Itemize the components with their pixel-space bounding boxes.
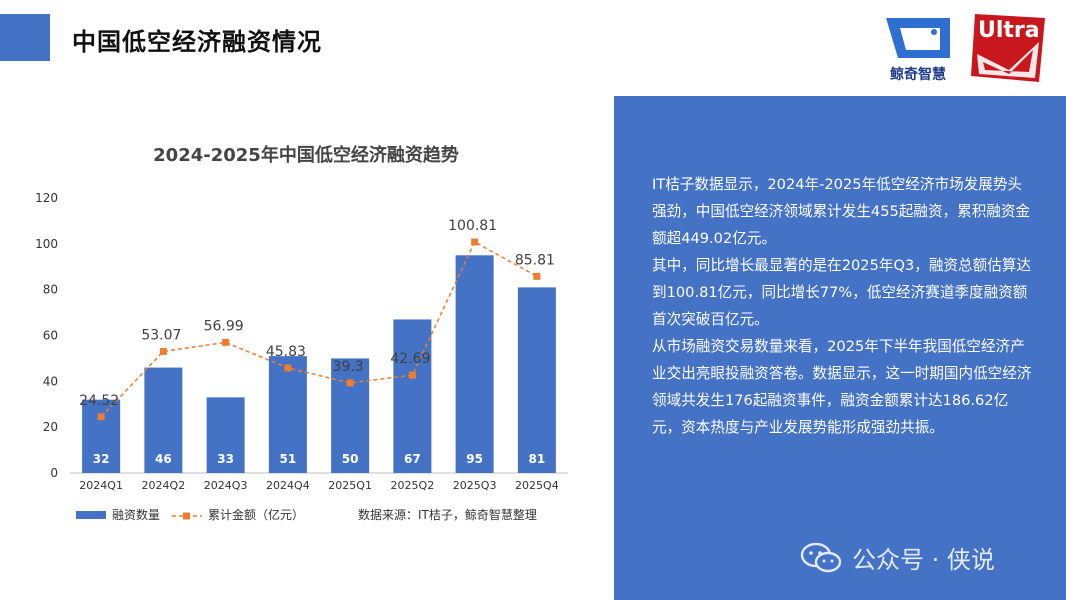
source-note: 数据来源：IT桔子，鲸奇智慧整理: [358, 507, 537, 522]
bar-value-label: 67: [404, 452, 421, 466]
bar: [331, 358, 370, 473]
amount-point: [471, 238, 479, 246]
legend-bar-swatch: [76, 511, 106, 519]
amount-value-label: 24.52: [79, 393, 119, 409]
amount-point: [222, 338, 230, 346]
legend-line-marker: [183, 512, 190, 520]
y-tick-label: 0: [50, 466, 58, 480]
x-tick-label: 2024Q2: [142, 479, 186, 492]
summary-paragraph: IT桔子数据显示，2024年-2025年低空经济市场发展势头强劲，中国低空经济领…: [652, 176, 1031, 247]
amount-point: [408, 371, 416, 379]
amount-value-label: 56.99: [204, 318, 244, 334]
amount-value-label: 100.81: [448, 218, 497, 234]
bar: [206, 397, 245, 473]
wechat-icon: [800, 542, 842, 572]
bar-value-label: 51: [280, 452, 297, 466]
bar: [455, 255, 494, 473]
amount-value-label: 39.3: [333, 359, 364, 375]
summary-panel: [614, 96, 1066, 600]
bar-value-label: 81: [529, 452, 546, 466]
ultra-logo-icon: [971, 14, 1045, 82]
summary-paragraph: 其中，同比增长最显著的是在2025年Q3，融资总额估算达到100.81亿元，同比…: [652, 257, 1031, 328]
amount-point: [284, 364, 292, 372]
y-tick-label: 80: [43, 283, 58, 297]
amount-value-label: 42.69: [390, 351, 430, 367]
amount-value-label: 53.07: [141, 327, 181, 343]
amount-point: [159, 347, 167, 355]
legend-bar-label: 融资数量: [112, 507, 160, 522]
amount-point: [533, 272, 541, 280]
amount-point: [346, 379, 354, 387]
amount-series-line: [100, 240, 538, 418]
bar: [144, 367, 183, 473]
bar-value-label: 32: [93, 452, 110, 466]
bar: [517, 287, 556, 473]
x-tick-label: 2025Q2: [391, 479, 435, 492]
chart-title: 2024-2025年中国低空经济融资趋势: [153, 144, 459, 166]
amount-point: [97, 413, 105, 421]
x-tick-label: 2024Q1: [79, 479, 123, 492]
amount-value-label: 45.83: [266, 344, 306, 360]
x-tick-label: 2024Q4: [266, 479, 310, 492]
bar-value-label: 50: [342, 452, 359, 466]
x-tick-label: 2025Q4: [515, 479, 559, 492]
bar: [268, 356, 307, 473]
y-tick-label: 40: [43, 374, 58, 388]
x-tick-label: 2025Q1: [328, 479, 372, 492]
page-title: 中国低空经济融资情况: [72, 28, 322, 56]
jingqi-logo-icon: [886, 18, 950, 58]
financing-trend-chart: 2024-2025年中国低空经济融资趋势 0 20 40 60 80 100 120 32 202…: [35, 144, 568, 522]
amount-value-label: 85.81: [515, 252, 555, 268]
bar: [82, 399, 121, 473]
title-accent-block: [0, 14, 50, 61]
brand-name: 鲸奇智慧: [890, 67, 946, 83]
y-tick-label: 100: [35, 237, 58, 251]
watermark-text: 公众号 · 侠说: [852, 546, 995, 574]
y-tick-label: 60: [43, 329, 58, 343]
wechat-watermark: 公众号 · 侠说: [800, 540, 995, 575]
x-tick-label: 2025Q3: [453, 479, 497, 492]
bar: [393, 319, 432, 473]
summary-text: IT桔子数据显示，2024年-2025年低空经济市场发展势头强劲，中国低空经济领…: [652, 171, 1032, 441]
ultra-logo-text: Ultra: [978, 18, 1040, 43]
legend-line-label: 累计金额（亿元）: [208, 507, 304, 522]
bar-value-label: 46: [155, 452, 172, 466]
bar-value-label: 33: [217, 452, 234, 466]
y-tick-label: 120: [35, 191, 58, 205]
bar-value-label: 95: [466, 452, 483, 466]
summary-paragraph: 从市场融资交易数量来看，2025年下半年我国低空经济产业交出亮眼投融资答卷。数据…: [652, 338, 1032, 436]
x-tick-label: 2024Q3: [204, 479, 248, 492]
y-tick-label: 20: [43, 420, 58, 434]
